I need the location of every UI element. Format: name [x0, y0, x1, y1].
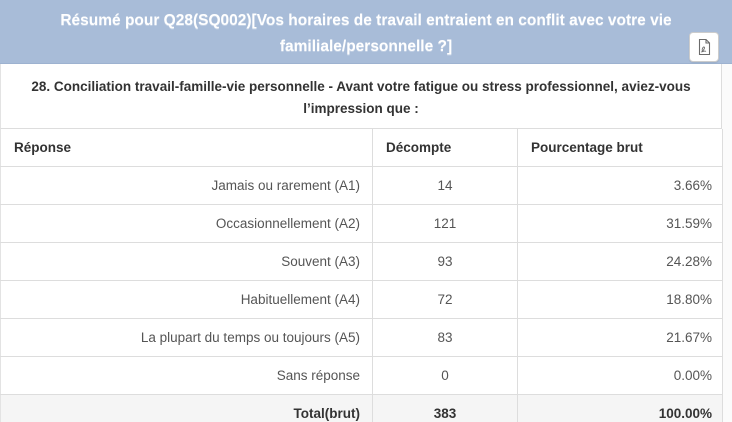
count-value: 83 — [372, 318, 518, 357]
table-row: La plupart du temps ou toujours (A5) 83 … — [0, 318, 723, 357]
answer-label: La plupart du temps ou toujours (A5) — [0, 318, 373, 357]
statistics-table: Réponse Décompte Pourcentage brut Jamais… — [0, 129, 723, 422]
column-header-pourcentage: Pourcentage brut — [517, 129, 723, 167]
percent-value: 3.66% — [517, 166, 723, 205]
total-percent: 100.00% — [517, 394, 723, 422]
question-text: 28. Conciliation travail-famille-vie per… — [31, 79, 691, 116]
table-row: Sans réponse 0 0.00% — [0, 356, 723, 395]
question-band: 28. Conciliation travail-famille-vie per… — [0, 64, 722, 129]
column-header-reponse: Réponse — [0, 129, 373, 167]
count-value: 93 — [372, 242, 518, 281]
panel-title: Résumé pour Q28(SQ002)[Vos horaires de t… — [60, 12, 672, 55]
answer-label: Souvent (A3) — [0, 242, 373, 281]
total-label: Total(brut) — [0, 394, 373, 422]
percent-value: 21.67% — [517, 318, 723, 357]
table-total-row: Total(brut) 383 100.00% — [0, 394, 723, 422]
count-value: 0 — [372, 356, 518, 395]
count-value: 14 — [372, 166, 518, 205]
pdf-export-button[interactable] — [689, 32, 719, 62]
percent-value: 0.00% — [517, 356, 723, 395]
table-header-row: Réponse Décompte Pourcentage brut — [0, 129, 723, 167]
answer-label: Sans réponse — [0, 356, 373, 395]
answer-label: Habituellement (A4) — [0, 280, 373, 319]
panel-header: Résumé pour Q28(SQ002)[Vos horaires de t… — [0, 0, 732, 64]
count-value: 72 — [372, 280, 518, 319]
pdf-file-icon — [697, 38, 712, 56]
table-row: Habituellement (A4) 72 18.80% — [0, 280, 723, 319]
percent-value: 18.80% — [517, 280, 723, 319]
percent-value: 31.59% — [517, 204, 723, 243]
table-row: Souvent (A3) 93 24.28% — [0, 242, 723, 281]
count-value: 121 — [372, 204, 518, 243]
answer-label: Occasionnellement (A2) — [0, 204, 373, 243]
answer-label: Jamais ou rarement (A1) — [0, 166, 373, 205]
percent-value: 24.28% — [517, 242, 723, 281]
total-count: 383 — [372, 394, 518, 422]
table-row: Occasionnellement (A2) 121 31.59% — [0, 204, 723, 243]
column-header-decompte: Décompte — [372, 129, 518, 167]
table-row: Jamais ou rarement (A1) 14 3.66% — [0, 166, 723, 205]
